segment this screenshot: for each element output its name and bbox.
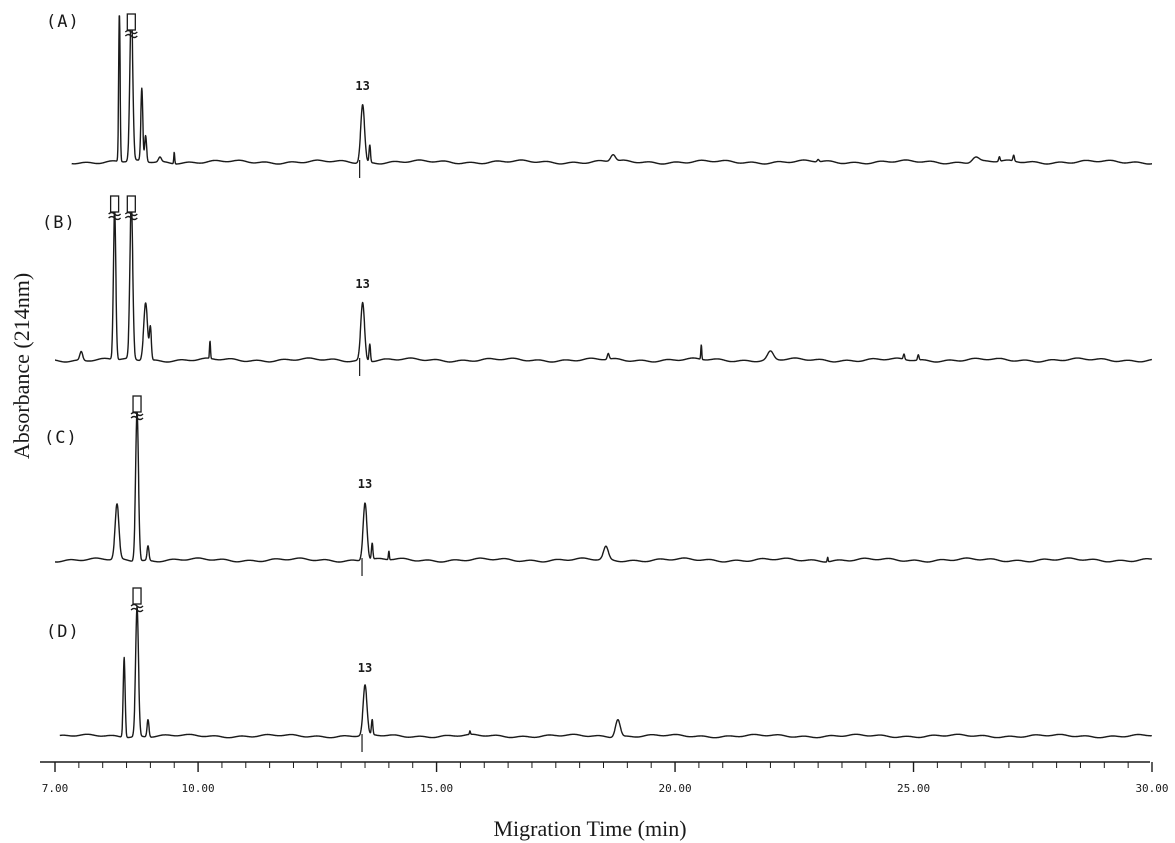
- trace-d-peak-13-label: 13: [358, 661, 372, 675]
- trace-d-panel-label: (D): [46, 622, 80, 642]
- trace-c-panel-label: (C): [44, 428, 78, 448]
- trace-b: [54, 201, 1153, 363]
- trace-b-break-mark-2: [124, 195, 138, 221]
- trace-c: [54, 410, 1153, 563]
- trace-c-break-mark-1: [130, 395, 144, 421]
- trace-a-peak-13-label: 13: [355, 79, 369, 93]
- x-tick-label: 7.00: [42, 782, 69, 795]
- label-layer: (A) 13 (B) 13 (C) 13 (D) 13: [42, 12, 372, 675]
- trace-b-panel-label: (B): [42, 213, 76, 233]
- x-tick-label: 20.00: [658, 782, 691, 795]
- x-tick-label: 25.00: [897, 782, 930, 795]
- trace-c-peak-13-label: 13: [358, 477, 372, 491]
- trace-b-peak-13-label: 13: [355, 277, 369, 291]
- y-axis-title: Absorbance (214nm): [9, 273, 34, 459]
- trace-layer: [54, 13, 1153, 752]
- trace-d-break-mark-1: [130, 587, 144, 613]
- x-axis-title: Migration Time (min): [493, 816, 686, 841]
- trace-a-break-mark-1: [124, 13, 138, 39]
- x-tick-label: 10.00: [182, 782, 215, 795]
- trace-a-panel-label: (A): [46, 12, 80, 32]
- x-axis: 7.00 10.00 15.00 20.00 25.00 30.00: [40, 761, 1169, 795]
- x-tick-label: 30.00: [1135, 782, 1168, 795]
- trace-a: [71, 15, 1153, 165]
- trace-d: [59, 605, 1153, 739]
- trace-b-break-mark-1: [108, 195, 122, 221]
- x-tick-label: 15.00: [420, 782, 453, 795]
